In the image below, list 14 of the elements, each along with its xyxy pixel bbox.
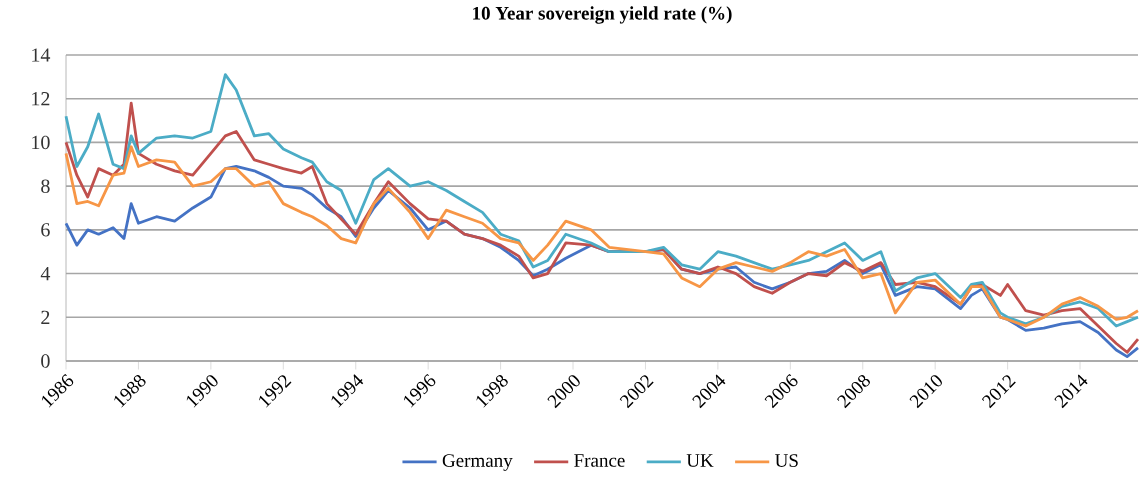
y-tick-label: 8 bbox=[41, 179, 50, 193]
y-tick-label: 4 bbox=[40, 266, 51, 281]
y-tick-label: 6 bbox=[41, 223, 50, 237]
y-tick-label: 2 bbox=[41, 310, 50, 324]
y-tick-label: 14 bbox=[32, 48, 51, 62]
y-tick-label: 10 bbox=[32, 135, 50, 150]
y-tick-label: 12 bbox=[32, 92, 50, 106]
legend-label: France bbox=[574, 454, 625, 467]
y-tick-label: 0 bbox=[41, 354, 50, 368]
legend-label: US bbox=[775, 454, 798, 467]
line-series bbox=[64, 145, 1140, 328]
legend-label: UK bbox=[686, 454, 714, 467]
chart-title: 10 Year sovereign yield rate (%) bbox=[473, 6, 732, 24]
legend-label: Germany bbox=[442, 454, 513, 471]
